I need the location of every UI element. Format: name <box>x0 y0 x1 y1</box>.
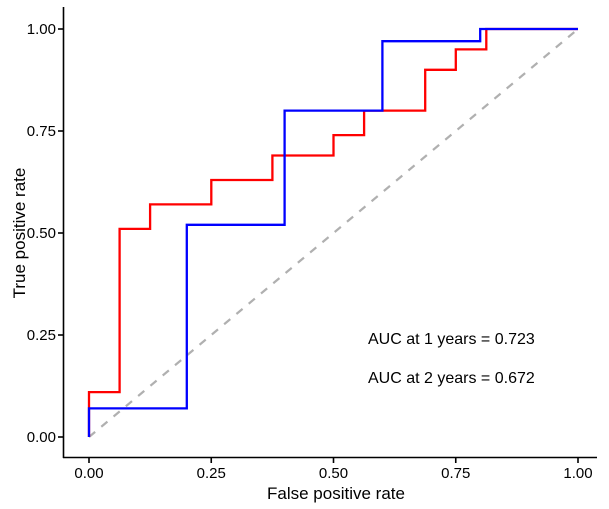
y-tick-label: 1.00 <box>27 21 56 38</box>
y-tick-label: 0.50 <box>27 225 56 242</box>
x-tick-label: 0.25 <box>197 465 226 482</box>
x-tick-label: 0.50 <box>319 465 348 482</box>
x-axis-title: False positive rate <box>267 484 405 503</box>
x-tick-label: 1.00 <box>563 465 592 482</box>
y-tick-label: 0.25 <box>27 327 56 344</box>
y-axis-ticks: 0.00 0.25 0.50 0.75 1.00 <box>27 21 64 446</box>
roc-curve-1-year <box>87 27 578 437</box>
x-tick-label: 0.75 <box>441 465 470 482</box>
y-tick-label: 0.00 <box>27 429 56 446</box>
auc-label-2-year: AUC at 2 years = 0.672 <box>368 370 535 387</box>
auc-label-1-year: AUC at 1 years = 0.723 <box>368 331 535 348</box>
roc-curve-2-year <box>87 27 578 437</box>
y-axis-title: True positive rate <box>10 168 29 299</box>
x-axis-ticks: 0.00 0.25 0.50 0.75 1.00 <box>74 457 593 482</box>
chance-diagonal-line <box>88 28 579 438</box>
y-tick-label: 0.75 <box>27 123 56 140</box>
x-tick-label: 0.00 <box>74 465 103 482</box>
